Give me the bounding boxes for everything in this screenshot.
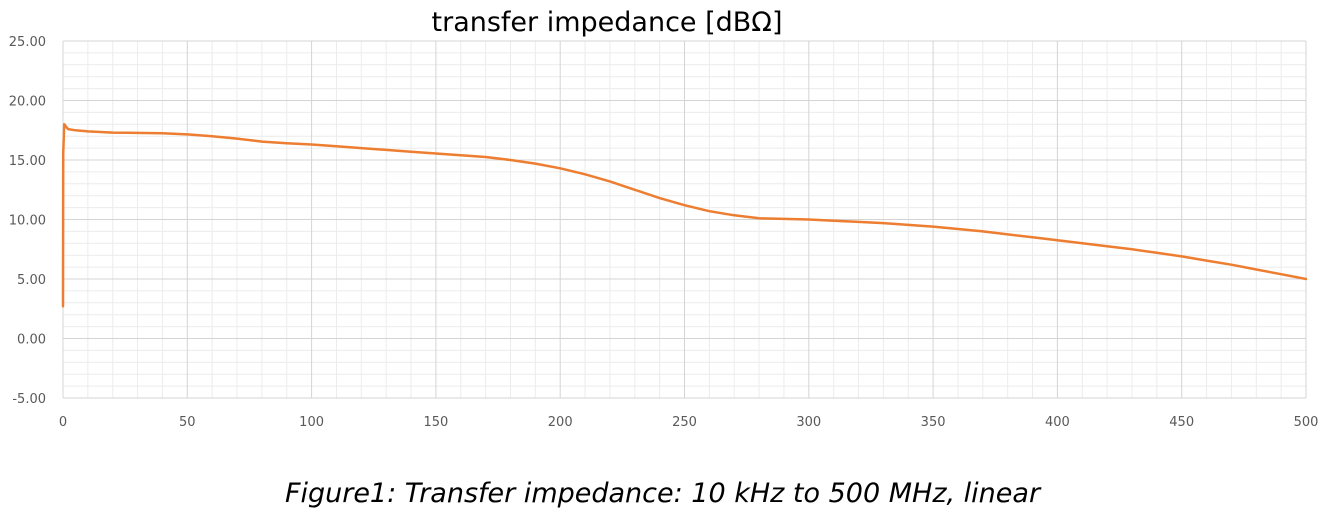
y-tick-label: 5.00 — [17, 273, 46, 288]
x-tick-label: 250 — [672, 415, 697, 430]
y-tick-label: 10.00 — [9, 214, 46, 229]
y-tick-label: 25.00 — [9, 35, 46, 50]
series-line — [61, 123, 1308, 308]
line-chart: transfer impedance [dBΩ] -5.00 0.00 5.00 10… — [9, 7, 1319, 430]
y-tick-label: 0.00 — [17, 333, 46, 348]
major-gridlines — [62, 40, 1307, 399]
y-axis-ticks: -5.00 0.00 5.00 10.00 15.00 20.00 25.00 — [9, 35, 46, 407]
y-tick-label: 15.00 — [9, 154, 46, 169]
series-group — [61, 123, 1308, 308]
x-tick-label: 300 — [796, 415, 821, 430]
x-tick-label: 350 — [921, 415, 946, 430]
chart-title: transfer impedance [dBΩ] — [432, 7, 783, 38]
x-tick-label: 0 — [59, 415, 67, 430]
y-tick-label: -5.00 — [12, 392, 46, 407]
x-tick-label: 50 — [179, 415, 196, 430]
x-tick-label: 500 — [1294, 415, 1319, 430]
x-tick-label: 150 — [423, 415, 448, 430]
x-tick-label: 400 — [1045, 415, 1070, 430]
x-axis-ticks: 0 50 100 150 200 250 300 350 400 450 500 — [59, 415, 1319, 430]
x-tick-label: 450 — [1169, 415, 1194, 430]
x-tick-label: 100 — [299, 415, 324, 430]
x-tick-label: 200 — [548, 415, 573, 430]
y-tick-label: 20.00 — [9, 95, 46, 110]
figure-caption: Figure1: Transfer impedance: 10 kHz to 5… — [284, 478, 1041, 509]
